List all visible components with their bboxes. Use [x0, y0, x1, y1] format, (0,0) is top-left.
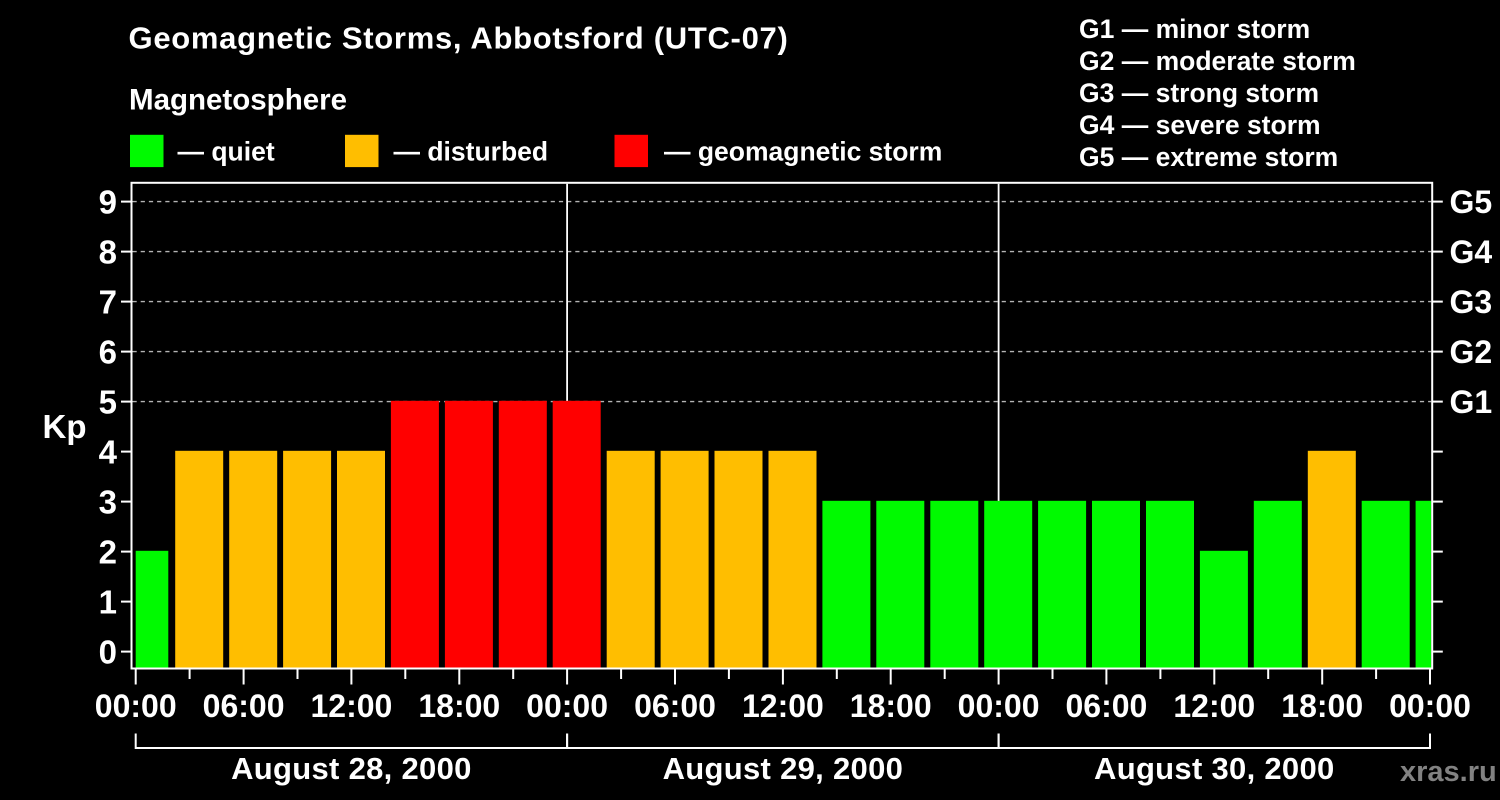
- svg-text:00:00: 00:00: [1389, 688, 1471, 724]
- svg-text:2: 2: [99, 534, 117, 571]
- svg-text:August 28, 2000: August 28, 2000: [231, 751, 472, 786]
- svg-text:August 30, 2000: August 30, 2000: [1094, 751, 1335, 786]
- svg-text:G2 — moderate storm: G2 — moderate storm: [1079, 46, 1356, 76]
- svg-text:9: 9: [99, 184, 117, 221]
- svg-text:G3 — strong storm: G3 — strong storm: [1079, 78, 1319, 108]
- svg-text:18:00: 18:00: [1281, 688, 1363, 724]
- svg-text:G4 — severe storm: G4 — severe storm: [1079, 110, 1321, 140]
- svg-text:Kp: Kp: [43, 408, 87, 445]
- svg-text:12:00: 12:00: [310, 688, 392, 724]
- svg-text:8: 8: [99, 234, 117, 271]
- svg-text:18:00: 18:00: [850, 688, 932, 724]
- svg-text:1: 1: [99, 584, 117, 621]
- svg-text:xras.ru: xras.ru: [1400, 756, 1497, 788]
- svg-text:— quiet: — quiet: [178, 137, 275, 167]
- svg-text:G5 — extreme storm: G5 — extreme storm: [1079, 142, 1338, 172]
- svg-text:G1: G1: [1450, 384, 1493, 420]
- svg-text:August 29, 2000: August 29, 2000: [663, 751, 904, 786]
- svg-text:4: 4: [99, 434, 118, 471]
- svg-text:0: 0: [99, 634, 117, 671]
- svg-text:18:00: 18:00: [418, 688, 500, 724]
- svg-text:3: 3: [99, 484, 117, 521]
- svg-text:06:00: 06:00: [203, 688, 285, 724]
- svg-text:5: 5: [99, 384, 117, 421]
- svg-text:06:00: 06:00: [1065, 688, 1147, 724]
- svg-text:G3: G3: [1450, 284, 1493, 320]
- svg-text:00:00: 00:00: [526, 688, 608, 724]
- svg-text:12:00: 12:00: [1173, 688, 1255, 724]
- svg-text:G4: G4: [1450, 234, 1493, 270]
- svg-text:G1 — minor storm: G1 — minor storm: [1079, 14, 1310, 44]
- svg-text:Geomagnetic Storms, Abbotsford: Geomagnetic Storms, Abbotsford (UTC-07): [129, 21, 789, 56]
- svg-text:G2: G2: [1450, 334, 1493, 370]
- svg-text:Magnetosphere: Magnetosphere: [129, 84, 347, 117]
- svg-text:— disturbed: — disturbed: [394, 137, 549, 167]
- svg-text:12:00: 12:00: [742, 688, 824, 724]
- svg-text:G5: G5: [1450, 184, 1493, 220]
- svg-text:7: 7: [99, 284, 117, 321]
- svg-text:00:00: 00:00: [95, 688, 177, 724]
- svg-text:06:00: 06:00: [634, 688, 716, 724]
- svg-text:— geomagnetic storm: — geomagnetic storm: [664, 137, 942, 167]
- svg-text:00:00: 00:00: [958, 688, 1040, 724]
- svg-text:6: 6: [99, 334, 117, 371]
